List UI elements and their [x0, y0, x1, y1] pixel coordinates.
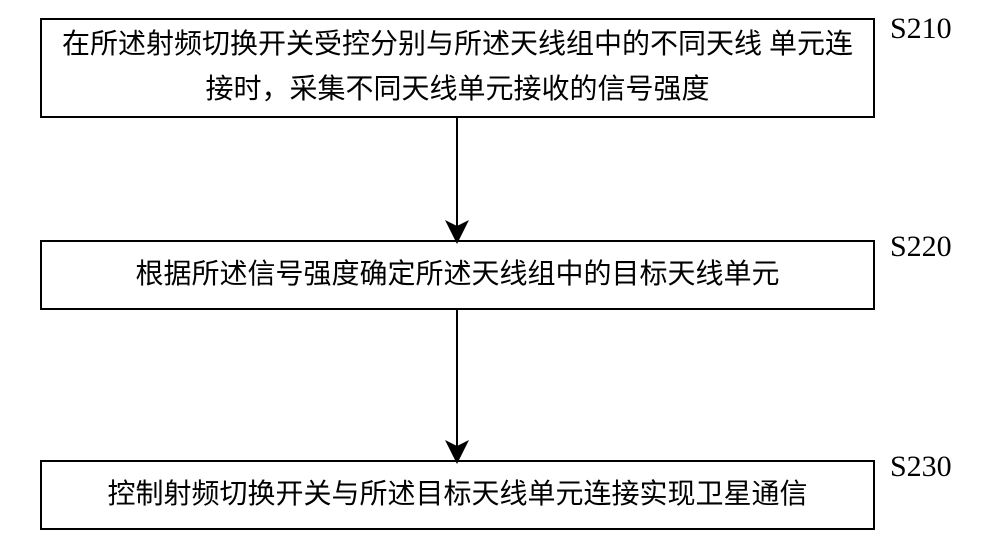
- flowchart-node-s210: 在所述射频切换开关受控分别与所述天线组中的不同天线 单元连接时，采集不同天线单元…: [40, 18, 875, 118]
- flowchart-node-s220: 根据所述信号强度确定所述天线组中的目标天线单元: [40, 240, 875, 310]
- step-label-s210: S210: [890, 12, 952, 46]
- flowchart-node-s230: 控制射频切换开关与所述目标天线单元连接实现卫星通信: [40, 460, 875, 530]
- node-text: 在所述射频切换开关受控分别与所述天线组中的不同天线 单元连接时，采集不同天线单元…: [58, 23, 857, 113]
- node-text: 控制射频切换开关与所述目标天线单元连接实现卫星通信: [107, 473, 807, 518]
- flowchart-canvas: 在所述射频切换开关受控分别与所述天线组中的不同天线 单元连接时，采集不同天线单元…: [0, 0, 1000, 554]
- step-label-s220: S220: [890, 230, 952, 264]
- node-text: 根据所述信号强度确定所述天线组中的目标天线单元: [135, 253, 779, 298]
- step-label-s230: S230: [890, 450, 952, 484]
